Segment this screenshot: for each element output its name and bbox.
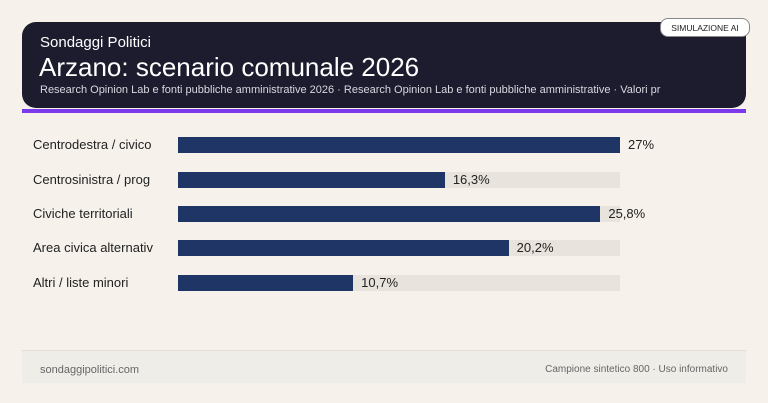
footer-note: Campione sintetico 800 · Uso informativo bbox=[545, 364, 728, 375]
bar bbox=[178, 137, 620, 153]
bar-row: Area civica alternativ 20,2% bbox=[0, 238, 768, 258]
value-label: 10,7% bbox=[361, 275, 399, 290]
value-label: 25,8% bbox=[608, 206, 646, 221]
category-label: Centrodestra / civico bbox=[33, 137, 152, 152]
bar bbox=[178, 275, 354, 291]
kicker: Sondaggi Politici bbox=[40, 34, 151, 51]
subtitle: Research Opinion Lab e fonti pubbliche a… bbox=[40, 84, 661, 96]
simulation-badge: SIMULAZIONE AI bbox=[660, 18, 750, 37]
header: Sondaggi Politici Arzano: scenario comun… bbox=[22, 22, 746, 108]
value-label: 20,2% bbox=[516, 240, 554, 255]
bar-track bbox=[178, 172, 620, 188]
category-label: Centrosinistra / prog bbox=[33, 172, 151, 187]
category-label: Altri / liste minori bbox=[33, 275, 129, 290]
chart-title: Arzano: scenario comunale 2026 bbox=[39, 52, 420, 82]
accent-line bbox=[22, 109, 746, 113]
bar-track bbox=[178, 137, 620, 153]
bar bbox=[178, 206, 601, 222]
bar-row: Centrosinistra / prog 16,3% bbox=[0, 170, 768, 190]
bar-track bbox=[178, 240, 620, 256]
bar bbox=[178, 172, 445, 188]
bar-row: Altri / liste minori 10,7% bbox=[0, 273, 768, 293]
footer-source: sondaggipolitici.com bbox=[40, 364, 140, 376]
category-label: Area civica alternativ bbox=[33, 240, 153, 255]
bar-row: Centrodestra / civico 27% bbox=[0, 135, 768, 155]
bar bbox=[178, 240, 509, 256]
bar-track bbox=[178, 275, 620, 291]
footer: sondaggipolitici.com Campione sintetico … bbox=[22, 350, 746, 383]
bar-track bbox=[178, 206, 620, 222]
category-label: Civiche territoriali bbox=[33, 206, 133, 221]
value-label: 27% bbox=[628, 137, 655, 152]
bar-row: Civiche territoriali 25,8% bbox=[0, 204, 768, 224]
value-label: 16,3% bbox=[452, 172, 490, 187]
